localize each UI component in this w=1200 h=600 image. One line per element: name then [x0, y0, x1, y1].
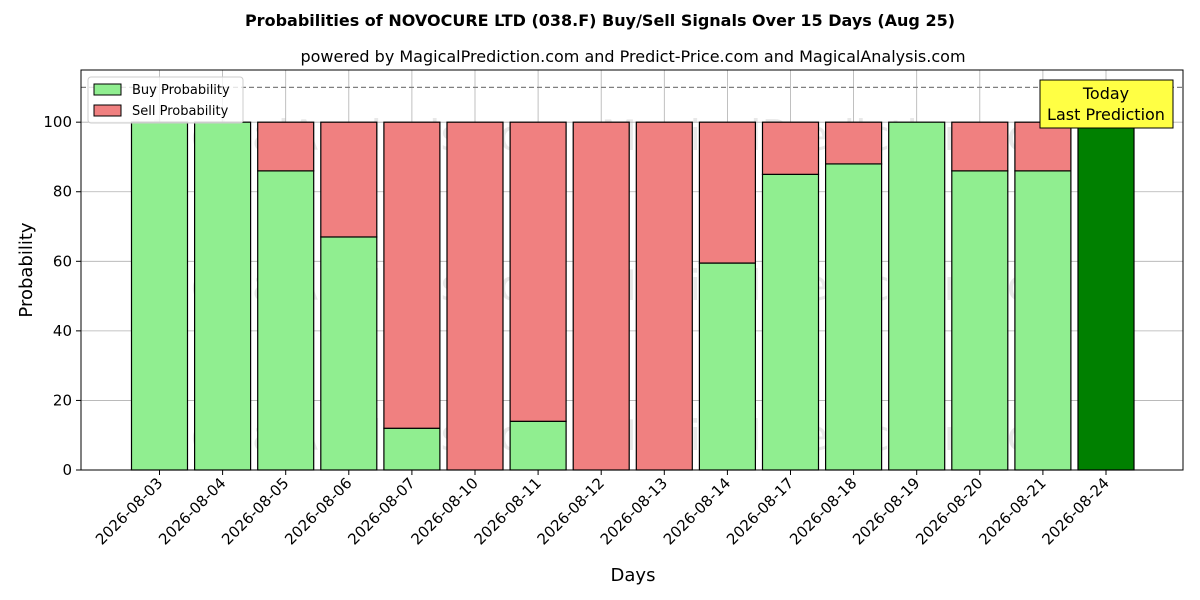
x-tick-label: 2026-08-04 — [155, 474, 229, 548]
today-label: Today — [1082, 84, 1129, 103]
y-tick-label: 80 — [53, 183, 72, 201]
buy-bar — [888, 121, 946, 471]
sell-bar — [446, 121, 504, 471]
x-tick-label: 2026-08-11 — [471, 474, 545, 548]
buy-bar — [257, 170, 315, 471]
x-tick-label: 2026-08-18 — [786, 474, 860, 548]
x-tick-label: 2026-08-07 — [344, 474, 418, 548]
buy-bar — [130, 121, 189, 471]
sell-bar — [1014, 121, 1072, 172]
buy-bar — [509, 420, 567, 471]
legend-box — [87, 76, 244, 124]
chart-title: Probabilities of NOVOCURE LTD (038.F) Bu… — [245, 11, 955, 30]
x-tick-label: 2026-08-19 — [849, 474, 923, 548]
sell-bar — [951, 121, 1009, 172]
sell-bar — [509, 121, 567, 422]
x-tick-label: 2026-08-12 — [534, 474, 608, 548]
plot-frame — [80, 69, 1184, 471]
sell-bar — [383, 121, 441, 429]
buy-bar — [761, 173, 820, 471]
x-tick-label: 2026-08-20 — [912, 474, 986, 548]
sell-bar — [320, 121, 378, 238]
x-tick-label: 2026-08-24 — [1038, 474, 1112, 548]
today-annotation: Today Last Prediction — [1039, 79, 1174, 129]
bars-layer — [130, 121, 1135, 471]
legend-swatch — [93, 83, 122, 96]
buy-bar — [320, 236, 378, 471]
x-tick-label: 2026-08-10 — [407, 474, 481, 548]
y-tick-label: 40 — [53, 322, 72, 340]
x-tick-label: 2026-08-14 — [660, 474, 734, 548]
sell-bar — [635, 121, 693, 471]
buy-bar — [824, 163, 883, 471]
x-tick-label: 2026-08-17 — [723, 474, 797, 548]
sell-bar — [572, 121, 630, 471]
buy-bar — [383, 427, 441, 471]
x-axis-ticks: 2026-08-032026-08-042026-08-052026-08-06… — [92, 470, 1113, 548]
x-tick-label: 2026-08-13 — [597, 474, 671, 548]
y-tick-label: 20 — [53, 391, 72, 409]
sell-bar — [698, 121, 757, 264]
legend-swatch — [93, 104, 122, 117]
y-tick-label: 100 — [43, 113, 72, 131]
y-axis-label: Probability — [16, 222, 37, 317]
x-axis-label: Days — [611, 565, 656, 586]
buy-bar — [698, 262, 757, 471]
y-axis-ticks: 0 20 40 60 80 100 — [43, 113, 81, 479]
sell-bar — [761, 121, 820, 175]
legend-label: Buy Probability — [132, 83, 230, 98]
buy-bar — [951, 170, 1009, 471]
buy-bar — [194, 121, 252, 471]
y-tick-label: 60 — [53, 252, 72, 270]
legend: Buy Probability Sell Probability — [87, 76, 244, 124]
sell-bar — [257, 121, 315, 172]
buy-bar — [1077, 121, 1135, 471]
legend-label: Sell Probability — [132, 104, 229, 119]
x-tick-label: 2026-08-21 — [975, 474, 1049, 548]
y-tick-label: 0 — [62, 461, 72, 479]
today-box-bg — [1039, 79, 1174, 129]
buy-bar — [1014, 170, 1072, 471]
x-tick-label: 2026-08-05 — [218, 474, 292, 548]
sell-bar — [824, 121, 883, 165]
last-prediction-label: Last Prediction — [1047, 105, 1165, 124]
chart-subtitle: powered by MagicalPrediction.com and Pre… — [300, 47, 965, 66]
x-tick-label: 2026-08-03 — [92, 474, 166, 548]
x-tick-label: 2026-08-06 — [281, 474, 355, 548]
